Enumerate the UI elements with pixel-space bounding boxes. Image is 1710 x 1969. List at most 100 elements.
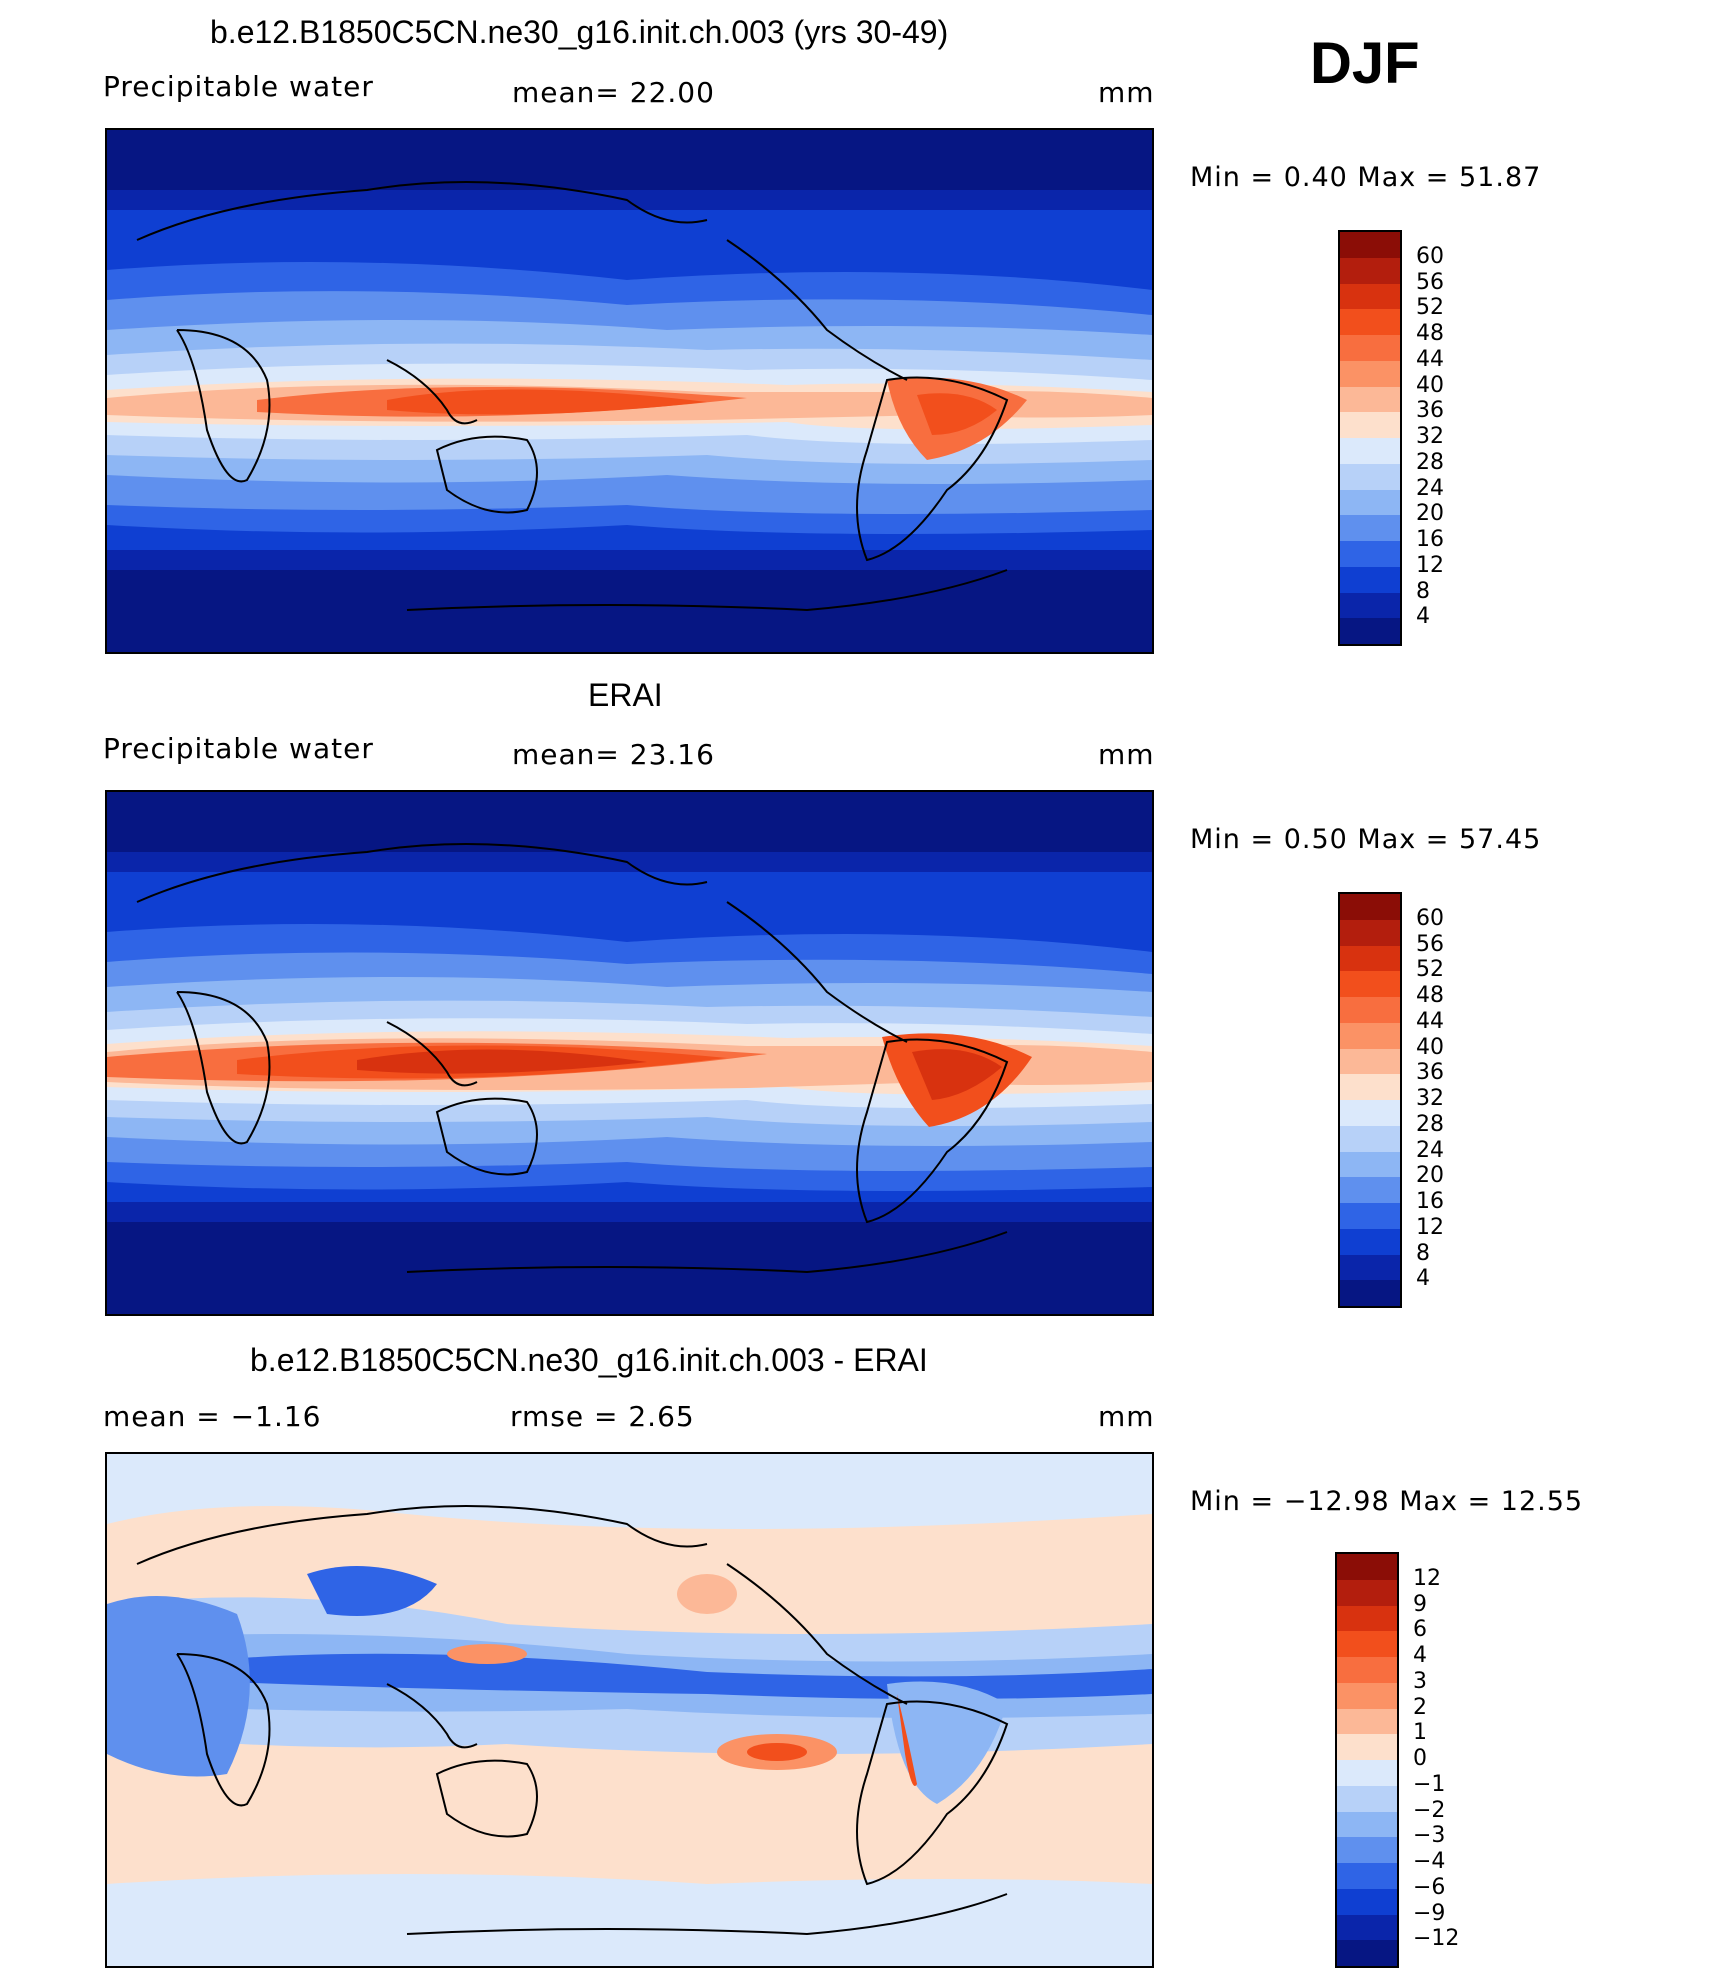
colorbar-box (1337, 1940, 1397, 1967)
colorbar-box (1337, 1657, 1397, 1684)
colorbar-tick-label: 8 (1416, 578, 1430, 604)
colorbar-box (1337, 1863, 1397, 1890)
colorbar-tick-label: 4 (1416, 1266, 1430, 1292)
colorbar-box (1337, 1760, 1397, 1787)
colorbar-tick-label: 20 (1416, 501, 1444, 527)
colorbar-box (1340, 1228, 1400, 1256)
colorbar-box (1340, 945, 1400, 973)
colorbar-box (1340, 1100, 1400, 1127)
colorbar-tick-label: 0 (1413, 1746, 1427, 1771)
colorbar-box (1340, 1203, 1400, 1230)
colorbar-tick-label: 3 (1413, 1668, 1427, 1694)
colorbar-box (1337, 1811, 1397, 1839)
panel1-coastlines (136, 181, 1009, 612)
colorbar-box (1340, 1151, 1400, 1179)
colorbar-tick-label: 56 (1416, 931, 1444, 957)
colorbar-tick-label: −2 (1413, 1797, 1446, 1823)
colorbar-tick-label: 48 (1416, 321, 1444, 346)
panel1-title: b.e12.B1850C5CN.ne30_g16.init.ch.003 (yr… (210, 14, 949, 50)
colorbar-box (1340, 309, 1400, 336)
colorbar-tick-label: 4 (1416, 604, 1430, 630)
colorbar-tick-label: 32 (1416, 424, 1444, 449)
colorbar-box (1340, 1022, 1400, 1050)
colorbar-box (1340, 515, 1400, 542)
colorbar-tick-label: 8 (1416, 1240, 1430, 1266)
colorbar-box (1340, 1254, 1400, 1282)
colorbar-box (1340, 438, 1400, 465)
colorbar-box (1340, 360, 1400, 388)
colorbar-tick-label: 6 (1413, 1617, 1427, 1643)
colorbar-tick-label: −4 (1413, 1849, 1446, 1874)
panel1-variable-label: Precipitable water (103, 70, 374, 103)
panel3-minmax-label: Min = −12.98 Max = 12.55 (1190, 1486, 1584, 1517)
colorbar-tick-label: 4 (1413, 1643, 1427, 1668)
panel2-title: ERAI (588, 677, 663, 713)
colorbar-box (1337, 1682, 1397, 1710)
diff-pacific-peak (747, 1743, 807, 1761)
colorbar-box (1337, 1837, 1397, 1864)
panel3-coastlines (136, 1505, 1009, 1936)
panel2-variable-label: Precipitable water (103, 732, 374, 765)
panel2-units-label: mm (1098, 738, 1155, 771)
colorbar-tick-label: 52 (1416, 957, 1444, 983)
colorbar-tick-label: 12 (1416, 552, 1444, 578)
panel3-map-svg (107, 1454, 1152, 1966)
diff-andes-positive (897, 1694, 917, 1786)
colorbar-box (1337, 1579, 1397, 1607)
panel2-colorbar (1338, 892, 1402, 1308)
colorbar-box (1340, 1125, 1400, 1153)
colorbar-tick-label: 9 (1413, 1591, 1427, 1617)
panel3-map (105, 1452, 1154, 1968)
colorbar-box (1340, 618, 1400, 645)
colorbar-box (1340, 283, 1400, 311)
colorbar-box (1340, 386, 1400, 414)
panel1-colorbar (1338, 230, 1402, 646)
colorbar-tick-label: −9 (1413, 1900, 1446, 1926)
colorbar-box (1340, 412, 1400, 439)
panel3-rmse-label: rmse = 2.65 (510, 1400, 695, 1433)
colorbar-tick-label: 60 (1416, 243, 1444, 269)
diff-africa-dry (107, 1596, 250, 1777)
diff-antarctic (107, 1874, 1152, 1966)
colorbar-box (1340, 1280, 1400, 1307)
colorbar-tick-label: 28 (1416, 1111, 1444, 1137)
colorbar-tick-label: 44 (1416, 1008, 1444, 1034)
colorbar-box (1340, 1074, 1400, 1101)
colorbar-box (1340, 997, 1400, 1024)
diff-wpac-positive (447, 1644, 527, 1664)
colorbar-box (1340, 894, 1400, 921)
colorbar-tick-label: 28 (1416, 449, 1444, 475)
colorbar-tick-label: 20 (1416, 1163, 1444, 1189)
pw-band-48 (387, 389, 707, 415)
colorbar-tick-label: 56 (1416, 269, 1444, 295)
season-label: DJF (1310, 31, 1420, 96)
colorbar-box (1340, 971, 1400, 998)
colorbar-tick-label: 16 (1416, 1189, 1444, 1214)
colorbar-box (1337, 1631, 1397, 1658)
colorbar-box (1340, 919, 1400, 947)
panel2-map-svg (107, 792, 1152, 1314)
colorbar-tick-label: 1 (1413, 1720, 1427, 1746)
panel1-mean-label: mean= 22.00 (512, 76, 715, 109)
colorbar-box (1340, 489, 1400, 517)
panel3-colorbar (1335, 1552, 1399, 1968)
panel1-map (105, 128, 1154, 654)
colorbar-box (1340, 257, 1400, 285)
colorbar-tick-label: 36 (1416, 398, 1444, 424)
colorbar-tick-label: 52 (1416, 295, 1444, 321)
colorbar-box (1337, 1785, 1397, 1813)
colorbar-tick-label: 48 (1416, 983, 1444, 1008)
colorbar-tick-label: 60 (1416, 905, 1444, 931)
colorbar-tick-label: 24 (1416, 1137, 1444, 1163)
colorbar-tick-label: 16 (1416, 527, 1444, 552)
colorbar-box (1340, 592, 1400, 620)
diff-npac-positive (677, 1574, 737, 1614)
panel1-minmax-label: Min = 0.40 Max = 51.87 (1190, 162, 1542, 193)
panel3-units-label: mm (1098, 1400, 1155, 1433)
colorbar-tick-label: −1 (1413, 1771, 1446, 1797)
colorbar-box (1340, 1048, 1400, 1076)
colorbar-tick-label: 12 (1413, 1565, 1441, 1591)
colorbar-tick-label: 12 (1416, 1214, 1444, 1240)
panel2-map (105, 790, 1154, 1316)
colorbar-tick-label: 40 (1416, 1034, 1444, 1060)
